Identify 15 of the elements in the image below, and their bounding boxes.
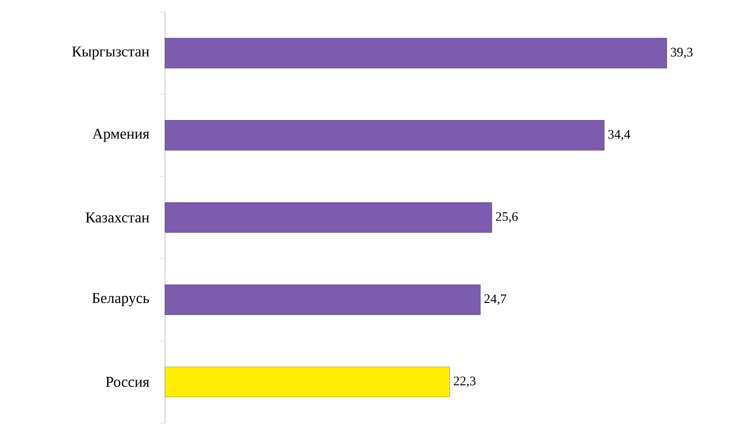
- bar: [164, 38, 667, 68]
- y-tick-label: Казахстан: [86, 212, 150, 222]
- data-label: 34,4: [608, 130, 630, 141]
- bar: [164, 284, 481, 315]
- data-label: 22,3: [454, 376, 476, 388]
- y-tick-label: Россия: [106, 376, 150, 387]
- data-label: 24,7: [484, 294, 506, 306]
- y-tick-label: Беларусь: [92, 293, 150, 306]
- y-tick-label: Армения: [92, 128, 150, 142]
- bar: [164, 202, 492, 233]
- data-label: 25,6: [496, 212, 518, 223]
- y-tick-label: Кыргызстан: [72, 46, 150, 60]
- bar: [164, 120, 604, 151]
- data-label: 39,3: [670, 48, 693, 58]
- bar: [164, 366, 450, 398]
